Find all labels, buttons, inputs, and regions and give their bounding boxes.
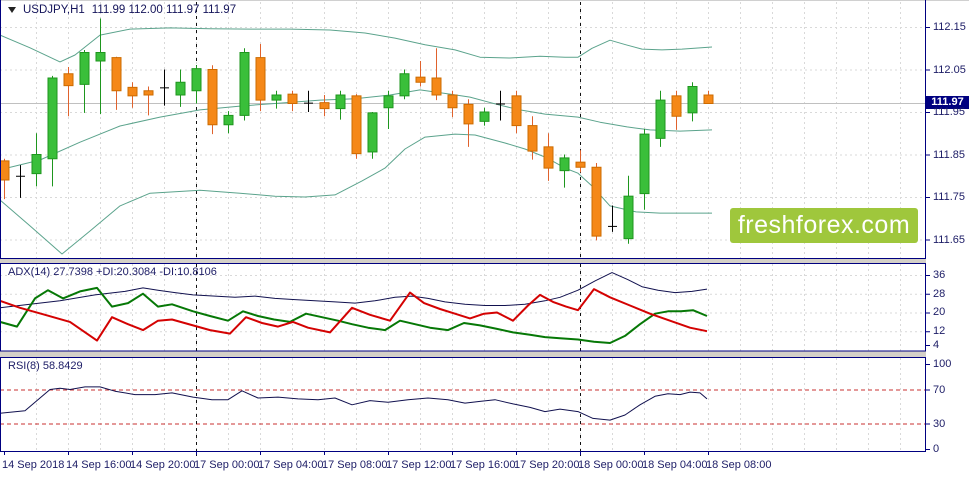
symbol-dropdown-icon[interactable] [8,7,16,13]
